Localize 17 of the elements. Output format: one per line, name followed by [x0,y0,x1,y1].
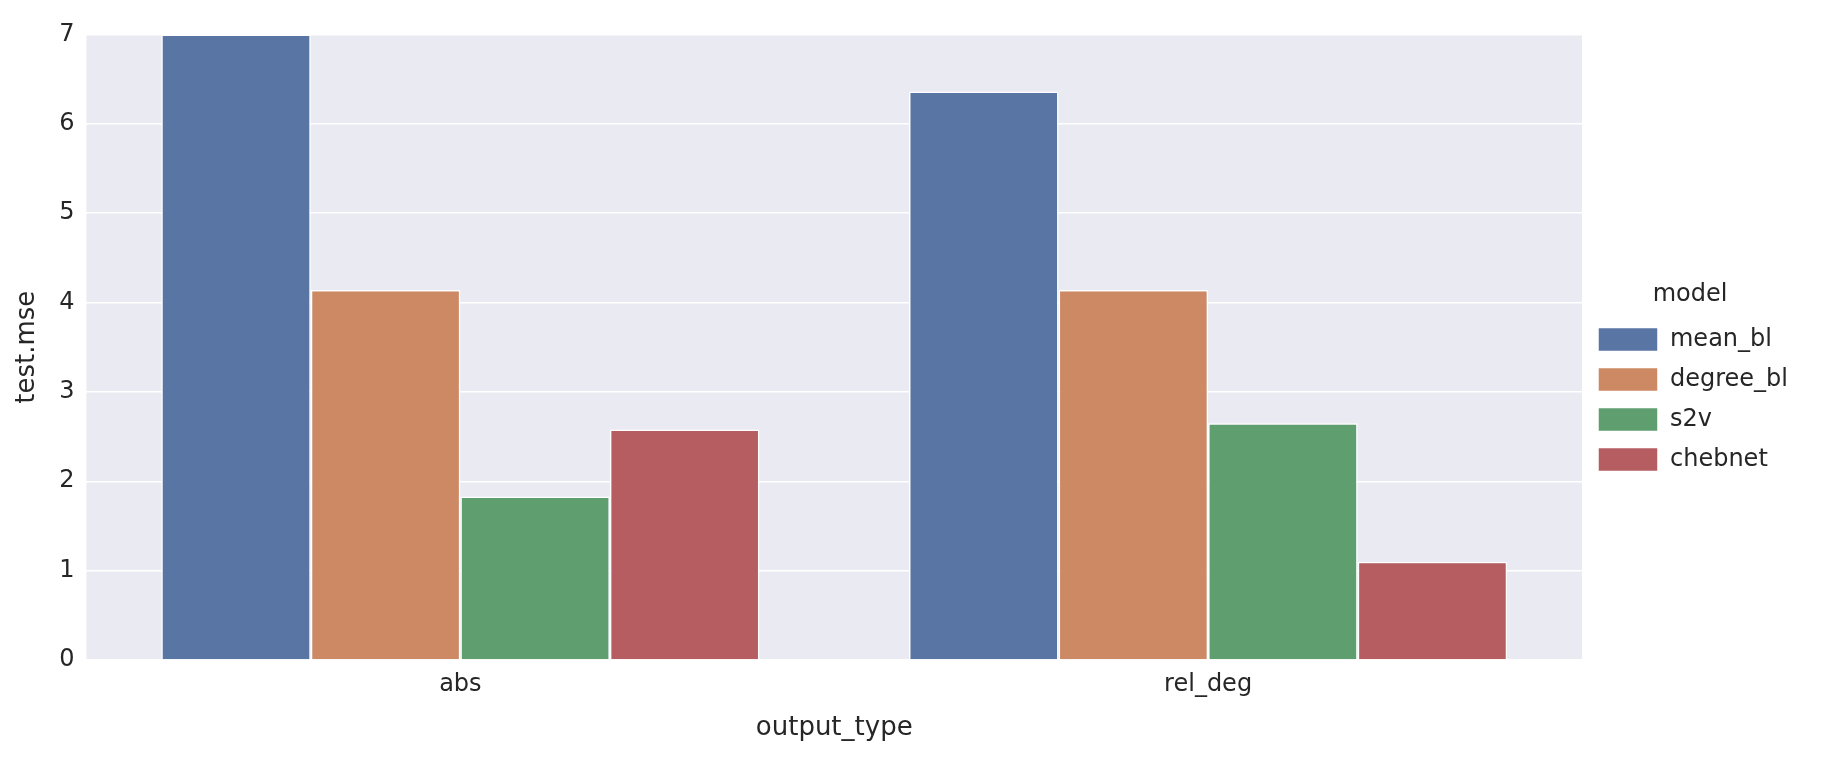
y-tick-label: 4 [59,286,75,315]
y-tick-label: 5 [59,197,75,226]
y-axis-title: test.mse [10,290,41,404]
x-axis-title: output_type [755,711,913,742]
x-tick-label: abs [439,668,482,697]
y-tick-label: 3 [59,376,75,405]
y-tick-label: 0 [59,644,75,673]
y-tick-label: 2 [59,465,75,494]
legend-label: mean_bl [1669,323,1772,352]
y-tick-label: 6 [59,108,75,137]
legend-label: degree_bl [1669,363,1789,392]
x-tick-label: rel_deg [1164,668,1253,697]
y-tick-label: 7 [59,18,75,47]
y-tick-label: 1 [59,554,75,583]
legend-label: chebnet [1669,443,1768,472]
legend-label: s2v [1669,403,1712,432]
legend-title: model [1652,278,1728,307]
